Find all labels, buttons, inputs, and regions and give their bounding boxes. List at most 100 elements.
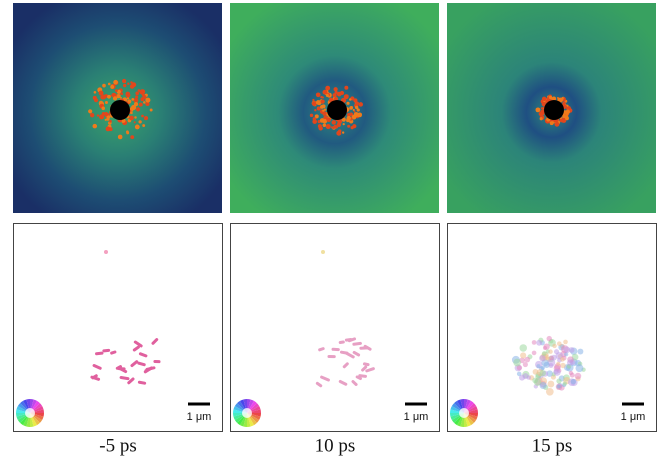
pattern-dash xyxy=(362,362,370,367)
speckle xyxy=(130,111,133,115)
blob xyxy=(562,381,568,386)
pattern-dash xyxy=(102,348,111,353)
speckle xyxy=(331,120,336,125)
blob xyxy=(556,341,562,347)
speckle xyxy=(312,98,315,102)
pattern-dash xyxy=(358,374,367,378)
blob xyxy=(553,368,561,376)
blob xyxy=(543,361,550,369)
speckle xyxy=(129,84,135,89)
blob xyxy=(574,372,582,380)
beam-block xyxy=(327,100,347,120)
speckle xyxy=(355,101,359,106)
speckle xyxy=(129,115,134,121)
speckle xyxy=(88,109,93,114)
blob xyxy=(556,384,561,389)
speckle xyxy=(130,135,135,140)
blob xyxy=(575,364,584,373)
speckle xyxy=(112,96,118,101)
speckle xyxy=(96,114,100,117)
speckle xyxy=(354,105,359,110)
speckle xyxy=(542,113,545,116)
speckle xyxy=(143,101,146,104)
speckle xyxy=(350,126,354,130)
blob xyxy=(516,365,523,371)
speckle xyxy=(113,79,118,85)
pattern-dash xyxy=(119,375,130,381)
color-wheel-center xyxy=(25,408,35,418)
blob xyxy=(553,349,560,355)
panel-label: -5 ps xyxy=(99,435,136,456)
speckle xyxy=(321,96,324,99)
speckle xyxy=(551,121,554,125)
pattern-dash xyxy=(132,345,140,352)
speckle xyxy=(117,134,123,140)
speckle xyxy=(343,94,349,100)
blob xyxy=(531,350,537,356)
speckle xyxy=(89,113,95,118)
speckle xyxy=(116,93,121,99)
speckle xyxy=(101,106,106,111)
pattern-dash xyxy=(363,344,372,351)
speckle xyxy=(338,129,342,133)
blob xyxy=(539,369,546,377)
speckle xyxy=(347,124,351,128)
pattern-dash xyxy=(318,347,325,352)
scale-bar-label: 1 μm xyxy=(621,411,646,423)
speckle xyxy=(106,115,109,118)
blob xyxy=(522,361,528,368)
blob xyxy=(516,371,522,377)
blob xyxy=(531,340,537,345)
blob xyxy=(560,362,566,369)
speckle xyxy=(135,91,140,96)
reconstruction-panel xyxy=(230,223,440,432)
blob xyxy=(541,351,547,356)
speckle xyxy=(540,107,544,110)
speckle xyxy=(109,119,112,123)
speckle xyxy=(127,99,132,104)
pattern-dash xyxy=(361,365,368,372)
speckle xyxy=(356,108,360,112)
pattern-dash xyxy=(151,338,159,345)
speckle xyxy=(126,130,129,134)
blob xyxy=(568,347,575,353)
speckle xyxy=(141,114,144,118)
speckle xyxy=(562,101,566,105)
pattern-dash xyxy=(115,365,123,370)
speckle xyxy=(316,106,321,111)
pattern-dash xyxy=(117,366,128,374)
speckle xyxy=(133,121,136,124)
speckle xyxy=(336,91,342,97)
pattern-dash xyxy=(351,380,358,386)
speckle xyxy=(115,89,118,92)
speckle xyxy=(344,85,349,90)
blob xyxy=(520,352,527,359)
speckle xyxy=(142,94,147,100)
speckle xyxy=(131,104,137,111)
speckle xyxy=(358,102,364,107)
speckle xyxy=(107,94,111,99)
speckle xyxy=(134,124,140,130)
speckle xyxy=(99,114,105,120)
speckle xyxy=(351,114,357,120)
blob xyxy=(540,365,545,371)
speckle xyxy=(135,107,141,112)
speckle xyxy=(138,120,142,124)
speckle xyxy=(552,96,556,100)
speckle xyxy=(130,81,133,84)
blob xyxy=(548,362,554,369)
speckle xyxy=(131,98,135,101)
blob xyxy=(569,372,575,378)
scale-bar-label: 1 μm xyxy=(187,411,212,423)
speckle xyxy=(317,120,321,124)
speckle xyxy=(309,113,314,118)
speckle xyxy=(145,101,150,107)
pattern-dash xyxy=(92,364,102,370)
speckle xyxy=(112,93,117,98)
dot xyxy=(321,250,325,254)
speckle xyxy=(312,117,317,121)
pattern-dash xyxy=(90,375,101,381)
speckle xyxy=(106,117,110,121)
blob xyxy=(577,348,584,355)
speckle xyxy=(565,109,571,115)
